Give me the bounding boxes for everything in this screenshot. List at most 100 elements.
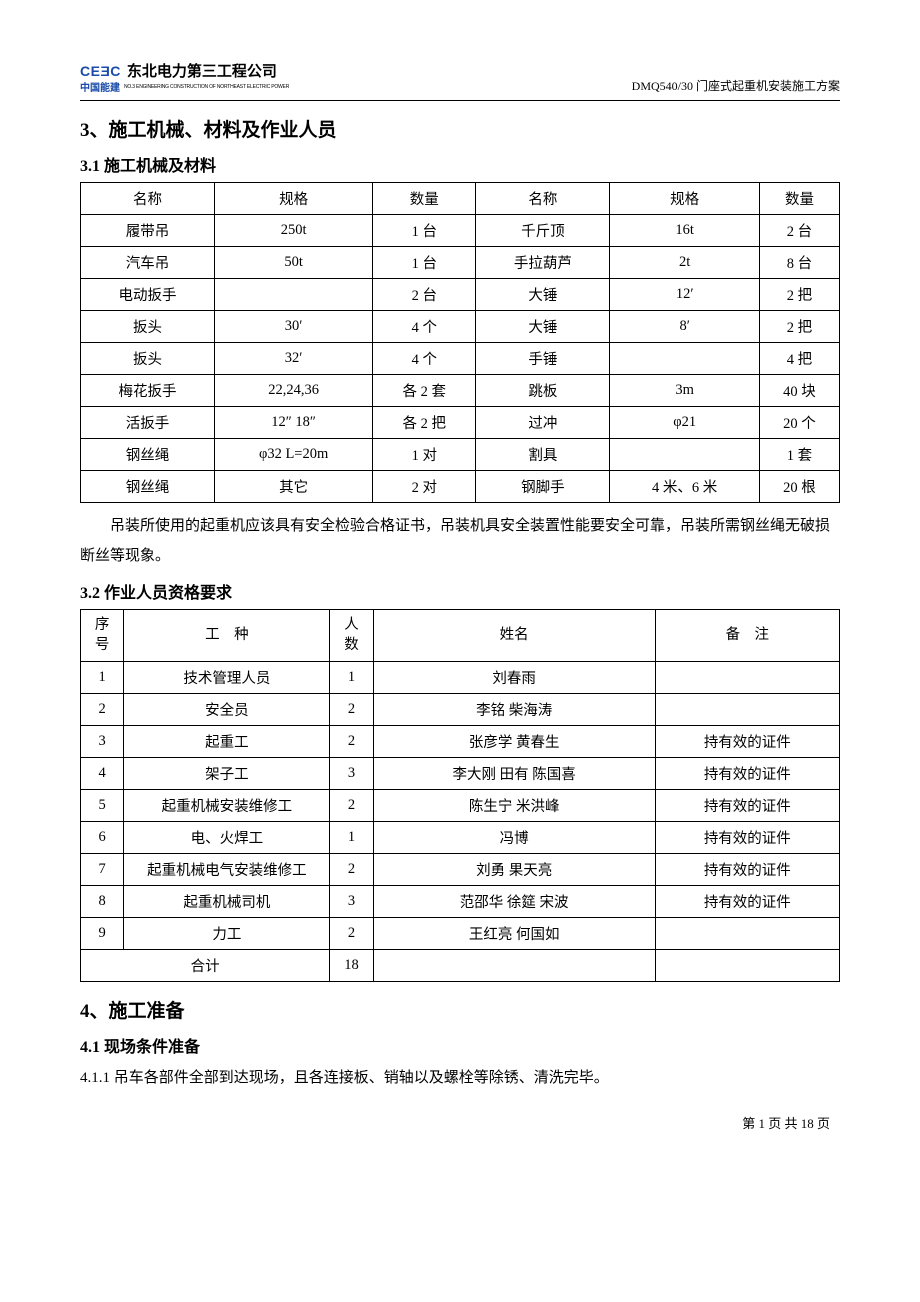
table-cell bbox=[215, 279, 373, 311]
section-4-1-1-text: 4.1.1 吊车各部件全部到达现场，且各连接板、销轴以及螺栓等除锈、清洗完毕。 bbox=[80, 1063, 840, 1093]
table-cell: 7 bbox=[81, 853, 124, 885]
section-4-1-heading: 4.1 现场条件准备 bbox=[80, 1033, 840, 1057]
table-cell: 22,24,36 bbox=[215, 375, 373, 407]
table-cell: 陈生宁 米洪峰 bbox=[373, 789, 655, 821]
table-total-label: 合计 bbox=[81, 949, 330, 981]
table-cell: 跳板 bbox=[476, 375, 610, 407]
table-cell: 电动扳手 bbox=[81, 279, 215, 311]
table-cell: 12″ 18″ bbox=[215, 407, 373, 439]
table-cell: 20 根 bbox=[759, 471, 839, 503]
table-cell: 1 bbox=[81, 661, 124, 693]
logo-subtitle-en: NO.3 ENGINEERING CONSTRUCTION OF NORTHEA… bbox=[124, 84, 289, 90]
table-header-cell: 姓名 bbox=[373, 610, 655, 662]
table-cell: 8 台 bbox=[759, 247, 839, 279]
table-cell: 汽车吊 bbox=[81, 247, 215, 279]
table-cell: 3m bbox=[610, 375, 759, 407]
table-cell: 12′ bbox=[610, 279, 759, 311]
table-cell bbox=[655, 661, 839, 693]
section-3-heading: 3、施工机械、材料及作业人员 bbox=[80, 115, 840, 142]
table-cell: 2 bbox=[330, 725, 373, 757]
section-3-2-heading: 3.2 作业人员资格要求 bbox=[80, 579, 840, 603]
table-cell: 4 个 bbox=[373, 343, 476, 375]
table-cell: 1 bbox=[330, 661, 373, 693]
table-cell: 大锤 bbox=[476, 279, 610, 311]
table-cell bbox=[655, 917, 839, 949]
table-cell: φ21 bbox=[610, 407, 759, 439]
table-cell: 力工 bbox=[124, 917, 330, 949]
table-cell: 其它 bbox=[215, 471, 373, 503]
table-cell: 梅花扳手 bbox=[81, 375, 215, 407]
table-cell: 1 台 bbox=[373, 215, 476, 247]
table-cell: 持有效的证件 bbox=[655, 821, 839, 853]
table-cell: 4 个 bbox=[373, 311, 476, 343]
table-cell: 割具 bbox=[476, 439, 610, 471]
table-cell bbox=[373, 949, 655, 981]
table-cell: 冯博 bbox=[373, 821, 655, 853]
table-cell: 6 bbox=[81, 821, 124, 853]
table-cell: 李大刚 田有 陈国喜 bbox=[373, 757, 655, 789]
table-cell: 钢丝绳 bbox=[81, 471, 215, 503]
table-cell: 扳头 bbox=[81, 343, 215, 375]
table-cell: 电、火焊工 bbox=[124, 821, 330, 853]
table-header-cell: 规格 bbox=[610, 183, 759, 215]
table-cell: 起重工 bbox=[124, 725, 330, 757]
table-cell: 5 bbox=[81, 789, 124, 821]
table-cell: 40 块 bbox=[759, 375, 839, 407]
table-cell: 李铭 柴海涛 bbox=[373, 693, 655, 725]
table-cell: 2 bbox=[330, 853, 373, 885]
table-cell: 各 2 套 bbox=[373, 375, 476, 407]
table-cell: 4 把 bbox=[759, 343, 839, 375]
table-cell: 1 台 bbox=[373, 247, 476, 279]
table-cell: 2 台 bbox=[759, 215, 839, 247]
table-cell: 2 bbox=[330, 693, 373, 725]
table-cell: 扳头 bbox=[81, 311, 215, 343]
table-cell: 8′ bbox=[610, 311, 759, 343]
table-cell: 8 bbox=[81, 885, 124, 917]
table-cell: 钢丝绳 bbox=[81, 439, 215, 471]
table-cell: 2 bbox=[330, 917, 373, 949]
table-cell: 钢脚手 bbox=[476, 471, 610, 503]
table-cell: 架子工 bbox=[124, 757, 330, 789]
table-cell: 20 个 bbox=[759, 407, 839, 439]
table-cell: 持有效的证件 bbox=[655, 885, 839, 917]
logo-subtitle-ch: 中国能建 bbox=[80, 79, 120, 94]
table-cell: 2 台 bbox=[373, 279, 476, 311]
table-cell: 32′ bbox=[215, 343, 373, 375]
logo-block: CEƎC 东北电力第三工程公司 中国能建 NO.3 ENGINEERING CO… bbox=[80, 60, 289, 94]
table-cell bbox=[655, 949, 839, 981]
table-cell: 范邵华 徐筵 宋波 bbox=[373, 885, 655, 917]
table-header-cell: 名称 bbox=[476, 183, 610, 215]
table-cell: 起重机械司机 bbox=[124, 885, 330, 917]
table-cell: 2t bbox=[610, 247, 759, 279]
table-cell: 活扳手 bbox=[81, 407, 215, 439]
document-title: DMQ540/30 门座式起重机安装施工方案 bbox=[632, 77, 840, 94]
table-cell: 1 套 bbox=[759, 439, 839, 471]
logo-code: CEƎC bbox=[80, 63, 121, 79]
table-cell: 16t bbox=[610, 215, 759, 247]
table-cell: 刘春雨 bbox=[373, 661, 655, 693]
table-cell: 起重机械电气安装维修工 bbox=[124, 853, 330, 885]
table-cell: 王红亮 何国如 bbox=[373, 917, 655, 949]
table-cell: 4 bbox=[81, 757, 124, 789]
table-cell: 30′ bbox=[215, 311, 373, 343]
table-cell: 千斤顶 bbox=[476, 215, 610, 247]
table-header-cell: 人数 bbox=[330, 610, 373, 662]
materials-table: 名称规格数量名称规格数量履带吊250t1 台千斤顶16t2 台汽车吊50t1 台… bbox=[80, 182, 840, 503]
page-footer: 第 1 页 共 18 页 bbox=[80, 1113, 840, 1132]
table-cell: 履带吊 bbox=[81, 215, 215, 247]
table-cell: 持有效的证件 bbox=[655, 757, 839, 789]
table-header-cell: 备 注 bbox=[655, 610, 839, 662]
personnel-table: 序号工 种人数姓名备 注1技术管理人员1刘春雨2安全员2李铭 柴海涛3起重工2张… bbox=[80, 609, 840, 982]
section-4-heading: 4、施工准备 bbox=[80, 996, 840, 1023]
table-cell: 持有效的证件 bbox=[655, 853, 839, 885]
table-cell: 刘勇 果天亮 bbox=[373, 853, 655, 885]
table-cell: φ32 L=20m bbox=[215, 439, 373, 471]
table-cell: 4 米、6 米 bbox=[610, 471, 759, 503]
table-cell bbox=[655, 693, 839, 725]
table-header-cell: 工 种 bbox=[124, 610, 330, 662]
section-3-1-heading: 3.1 施工机械及材料 bbox=[80, 152, 840, 176]
table-cell: 手拉葫芦 bbox=[476, 247, 610, 279]
table-cell: 3 bbox=[81, 725, 124, 757]
table-cell: 50t bbox=[215, 247, 373, 279]
table-cell: 1 对 bbox=[373, 439, 476, 471]
